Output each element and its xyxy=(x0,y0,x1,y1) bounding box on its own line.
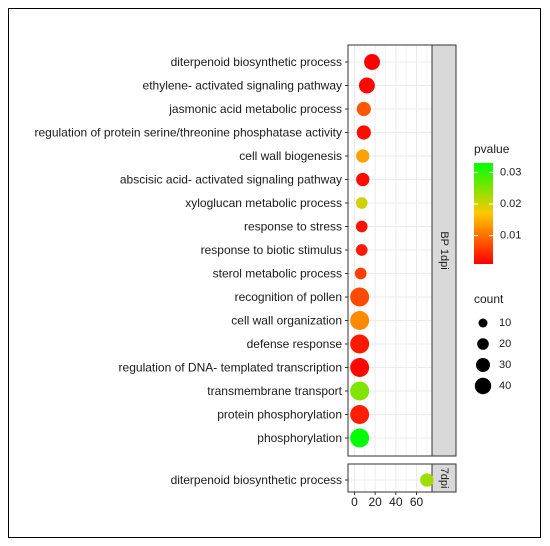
x-tick-label: 60 xyxy=(410,495,424,509)
data-point xyxy=(355,244,368,256)
x-tick-label: 20 xyxy=(368,495,382,509)
data-point xyxy=(350,381,370,401)
data-point xyxy=(364,54,381,70)
data-point xyxy=(356,125,371,140)
pvalue-colorbar xyxy=(474,163,493,264)
term-label: diterpenoid biosynthetic process xyxy=(171,55,342,69)
colorbar-tick-label: 0.03 xyxy=(500,166,521,178)
panel-background xyxy=(348,464,432,492)
data-point xyxy=(354,267,367,280)
legend-pvalue-title: pvalue xyxy=(474,142,510,156)
data-point xyxy=(350,287,370,307)
data-point xyxy=(350,405,370,424)
data-point xyxy=(350,334,370,354)
x-tick-label: 40 xyxy=(389,495,403,509)
data-point xyxy=(358,77,375,94)
count-legend-dot xyxy=(478,318,488,328)
data-point xyxy=(350,428,370,448)
data-point xyxy=(420,473,434,487)
legend-count-title: count xyxy=(474,292,504,306)
term-label: regulation of protein serine/threonine p… xyxy=(34,126,342,140)
term-label: jasmonic acid metabolic process xyxy=(168,102,342,116)
data-point xyxy=(355,220,368,233)
term-label: recognition of pollen xyxy=(235,290,342,304)
colorbar-tick-label: 0.01 xyxy=(500,230,521,242)
colorbar-tick-label: 0.02 xyxy=(500,198,521,210)
data-point xyxy=(356,149,370,163)
data-point xyxy=(356,172,370,187)
facet-strip-label: 7dpi xyxy=(438,468,450,489)
term-label: abscisic acid- activated signaling pathw… xyxy=(120,173,342,187)
term-label: transmembrane transport xyxy=(207,384,342,398)
x-tick-label: 0 xyxy=(351,495,358,509)
count-legend-label: 30 xyxy=(499,359,511,371)
data-point xyxy=(356,101,371,117)
facet-strip-label: BP 1dpi xyxy=(438,231,450,269)
facet-strip xyxy=(431,44,457,457)
facet-strip xyxy=(431,463,457,493)
count-legend-dot xyxy=(477,338,489,350)
term-label: cell wall biogenesis xyxy=(239,149,342,163)
count-legend-label: 20 xyxy=(499,338,511,350)
panel-2: 7dpi diterpenoid biosynthetic process xyxy=(171,463,457,493)
term-label: response to biotic stimulus xyxy=(201,243,342,257)
term-label: cell wall organization xyxy=(231,314,342,328)
term-label: protein phosphorylation xyxy=(217,408,342,422)
term-label: xyloglucan metabolic process xyxy=(185,196,342,210)
term-label: regulation of DNA- templated transcripti… xyxy=(119,361,342,375)
count-legend-label: 40 xyxy=(499,380,511,392)
term-label: response to stress xyxy=(244,220,342,234)
term-label: defense response xyxy=(247,337,343,351)
count-legend-dot xyxy=(476,358,490,372)
count-legend-dot xyxy=(474,377,492,395)
data-point xyxy=(355,197,368,209)
count-legend-label: 10 xyxy=(499,317,511,329)
term-label: sterol metabolic process xyxy=(213,267,342,281)
data-point xyxy=(350,311,370,330)
panel-1: BP 1dpi diterpenoid biosynthetic process e… xyxy=(34,44,457,457)
term-label: ethylene- activated signaling pathway xyxy=(143,79,342,93)
term-label: diterpenoid biosynthetic process xyxy=(171,473,342,487)
data-point xyxy=(350,358,370,377)
term-label: phosphorylation xyxy=(257,431,342,445)
figure-frame xyxy=(8,8,541,538)
